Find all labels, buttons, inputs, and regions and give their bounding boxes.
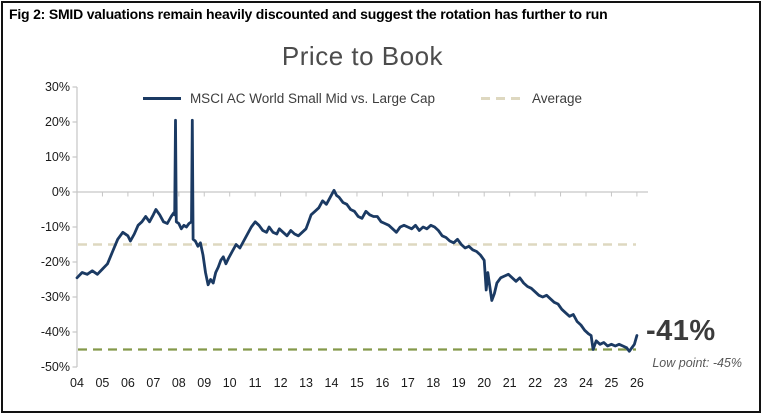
y-tick-label: -40% <box>40 325 70 339</box>
x-tick-label: 08 <box>171 376 186 390</box>
x-tick-label: 23 <box>553 376 568 390</box>
average-line-swatch <box>481 97 524 100</box>
x-tick-label: 17 <box>400 376 415 390</box>
y-tick-label: -30% <box>40 290 70 304</box>
x-tick-label: 21 <box>502 376 517 390</box>
x-tick-label: 06 <box>120 376 135 390</box>
x-axis-labels: 04 05 06 07 08 09 10 11 12 13 14 15 16 17 18 19 20 21 22 23… <box>0 376 770 394</box>
x-tick-label: 24 <box>579 376 593 390</box>
x-tick-label: 15 <box>349 376 364 390</box>
series-line-swatch <box>142 97 181 100</box>
x-tick-label: 09 <box>197 376 212 390</box>
x-tick-label: 12 <box>273 376 288 390</box>
x-tick-label: 16 <box>375 376 390 390</box>
end-value-annotation: -41% <box>646 315 716 347</box>
figure-caption: Fig 2: SMID valuations remain heavily di… <box>9 6 608 22</box>
y-axis-labels: 30% 20% 10% 0% -10% -20% -30% -40% -50% <box>0 0 80 415</box>
x-tick-label: 04 <box>70 376 84 390</box>
chart-title: Price to Book <box>281 41 444 71</box>
legend: MSCI AC World Small Mid vs. Large Cap Av… <box>77 91 648 106</box>
x-tick-label: 10 <box>222 376 237 390</box>
y-tick-label: 20% <box>44 115 70 129</box>
x-tick-label: 25 <box>604 376 619 390</box>
y-tick-label: -50% <box>40 360 70 374</box>
y-tick-label: 30% <box>44 80 70 94</box>
series-line <box>75 118 639 353</box>
x-tick-label: 26 <box>629 376 644 390</box>
x-tick-label: 18 <box>426 376 441 390</box>
y-tick-label: -20% <box>40 255 70 269</box>
x-tick-label: 05 <box>95 376 110 390</box>
legend-item-average: Average <box>481 91 582 106</box>
legend-item-series: MSCI AC World Small Mid vs. Large Cap <box>142 91 436 106</box>
x-tick-label: 07 <box>146 376 161 390</box>
y-tick-label: 0% <box>51 185 70 199</box>
x-tick-label: 13 <box>299 376 313 390</box>
legend-average-label: Average <box>532 91 583 106</box>
x-tick-label: 11 <box>248 376 262 390</box>
low-point-annotation: Low point: -45% <box>652 356 742 370</box>
x-tick-label: 19 <box>451 376 466 390</box>
x-tick-label: 22 <box>528 376 543 390</box>
legend-series-label: MSCI AC World Small Mid vs. Large Cap <box>189 91 436 106</box>
x-tick-label: 14 <box>324 376 339 390</box>
x-tick-label: 20 <box>477 376 492 390</box>
y-tick-label: -10% <box>40 220 70 234</box>
y-tick-label: 10% <box>44 150 70 164</box>
